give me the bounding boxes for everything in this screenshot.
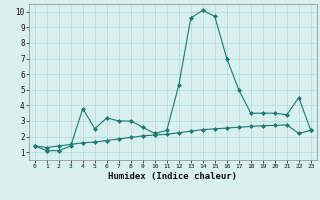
X-axis label: Humidex (Indice chaleur): Humidex (Indice chaleur): [108, 172, 237, 181]
